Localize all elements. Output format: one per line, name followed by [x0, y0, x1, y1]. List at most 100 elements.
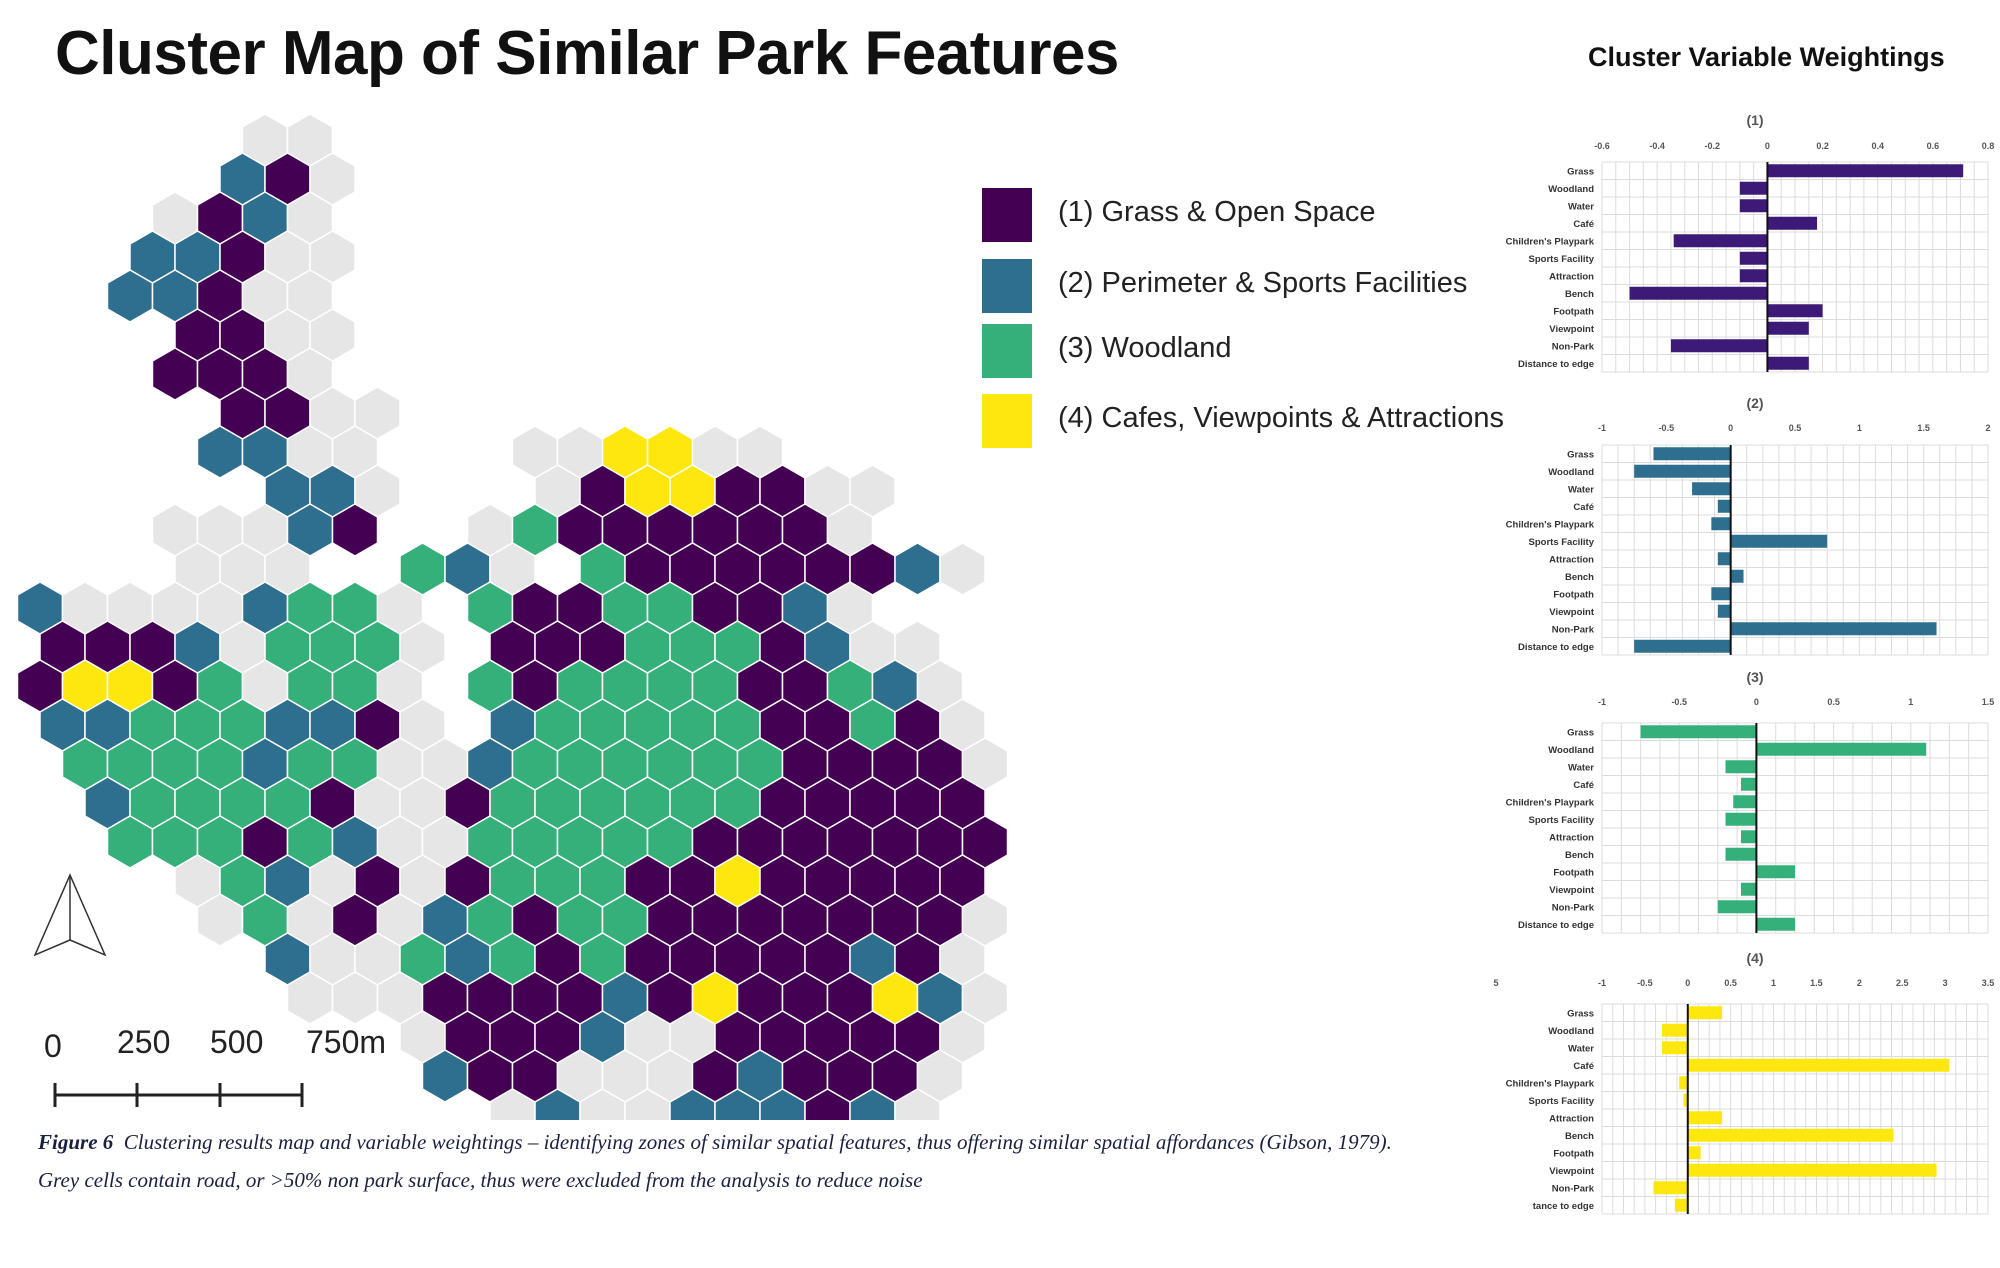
bar [1767, 304, 1823, 318]
bar [1725, 760, 1757, 774]
category-label: Footpath [1553, 589, 1594, 600]
category-label: Café [1573, 780, 1594, 791]
category-label: Attraction [1549, 271, 1594, 282]
legend-label-4: (4) Cafes, Viewpoints & Attractions [1058, 402, 1504, 434]
category-label: Bench [1565, 289, 1594, 300]
bar [1730, 534, 1828, 548]
tick-label: 0.4 [1871, 141, 1884, 151]
bar [1687, 1111, 1723, 1125]
tick-label: 3.5 [1982, 978, 1995, 988]
tick-label: 3 [1943, 978, 1948, 988]
legend-swatch-4 [982, 394, 1032, 448]
category-label: Children's Playpark [1506, 236, 1595, 247]
category-label: Footpath [1553, 306, 1594, 317]
tick-label: 0.2 [1816, 141, 1829, 151]
bar [1756, 917, 1795, 931]
tick-label: -0.4 [1649, 141, 1665, 151]
category-label: Sports Facility [1529, 1096, 1595, 1107]
bar [1687, 1058, 1950, 1072]
bar [1687, 1006, 1723, 1020]
legend-swatch-1 [982, 188, 1032, 242]
category-label: Bench [1565, 850, 1594, 861]
bar [1679, 1076, 1688, 1090]
tick-label: 2.5 [1896, 978, 1909, 988]
tick-label: 0 [1728, 423, 1733, 433]
bar [1733, 795, 1757, 809]
legend-label-3: (3) Woodland [1058, 332, 1232, 364]
caption-figure-label: Figure 6 [38, 1130, 114, 1154]
weights-chart-2: (2) -1 -0.5 0 0.5 1 1.5 2 Grass Woodland Water Café… [1506, 395, 1991, 656]
bar [1739, 181, 1768, 195]
weights-title: Cluster Variable Weightings [1588, 42, 1945, 72]
category-label: Grass [1567, 727, 1594, 738]
bar [1692, 482, 1731, 496]
legend-swatch-3 [982, 324, 1032, 378]
bar [1767, 164, 1964, 178]
category-label: Non-Park [1552, 902, 1595, 913]
category-label: Non-Park [1552, 341, 1595, 352]
weights-chart-3: (3) -1 -0.5 0 0.5 1 1.5 Grass Woodland Water Café C… [1506, 669, 1994, 934]
category-label: Water [1568, 762, 1594, 773]
tick-label: 1.5 [1810, 978, 1823, 988]
legend-swatch-2 [982, 259, 1032, 313]
category-label: Distance to edge [1518, 642, 1594, 653]
category-label: Woodland [1548, 1026, 1594, 1037]
figure-caption: Figure 6 Clustering results map and vari… [38, 1123, 1392, 1199]
tick-label: -0.5 [1637, 978, 1653, 988]
category-label: Bench [1565, 1131, 1594, 1142]
bar [1740, 882, 1757, 896]
category-label: Footpath [1553, 867, 1594, 878]
legend-label-1: (1) Grass & Open Space [1058, 196, 1376, 228]
tick-label: 0.8 [1982, 141, 1995, 151]
category-label: Café [1573, 1061, 1594, 1072]
category-label: Grass [1567, 449, 1594, 460]
category-label: Café [1573, 219, 1594, 230]
category-label: Children's Playpark [1506, 797, 1595, 808]
bar [1730, 569, 1744, 583]
bar [1756, 742, 1927, 756]
category-label: Viewpoint [1549, 324, 1595, 335]
category-label: Viewpoint [1549, 607, 1595, 618]
bar [1717, 552, 1731, 566]
bar [1767, 356, 1809, 370]
category-label: Water [1568, 484, 1594, 495]
tick-label: 5 [1493, 978, 1498, 988]
category-label: Bench [1565, 572, 1594, 583]
tick-label: 0 [1765, 141, 1770, 151]
category-label: Woodland [1548, 184, 1594, 195]
scale-label-0: 0 [44, 1028, 62, 1064]
caption-text-2: Grey cells contain road, or >50% non par… [38, 1168, 923, 1192]
tick-label: -1 [1598, 697, 1606, 707]
bar [1725, 812, 1757, 826]
bar [1687, 1163, 1937, 1177]
tick-label: 0.5 [1827, 697, 1840, 707]
tick-label: -1 [1598, 978, 1606, 988]
tick-label: 1 [1857, 423, 1862, 433]
tick-label: 0 [1754, 697, 1759, 707]
category-label: Water [1568, 201, 1594, 212]
category-label: Children's Playpark [1506, 519, 1595, 530]
tick-label: 0.5 [1724, 978, 1737, 988]
category-label: Attraction [1549, 554, 1594, 565]
bar [1629, 286, 1768, 300]
tick-label: 2 [1985, 423, 1990, 433]
page-title: Cluster Map of Similar Park Features [55, 19, 1119, 88]
bar [1634, 464, 1731, 478]
bar [1653, 1181, 1688, 1195]
tick-label: -0.5 [1671, 697, 1687, 707]
hex-cell [894, 1088, 941, 1120]
bar [1683, 1093, 1688, 1107]
bar [1717, 499, 1731, 513]
tick-label: 0 [1685, 978, 1690, 988]
caption-line-1: Figure 6 Clustering results map and vari… [38, 1123, 1392, 1161]
bar [1711, 587, 1731, 601]
category-label: Sports Facility [1529, 815, 1595, 826]
north-arrow-icon [33, 873, 107, 957]
bar [1756, 865, 1795, 879]
bar [1739, 269, 1768, 283]
tick-label: 1 [1771, 978, 1776, 988]
scale-label-250: 250 [117, 1024, 171, 1060]
hex-cell [939, 542, 986, 596]
category-label: Woodland [1548, 745, 1594, 756]
bar [1687, 1146, 1701, 1160]
